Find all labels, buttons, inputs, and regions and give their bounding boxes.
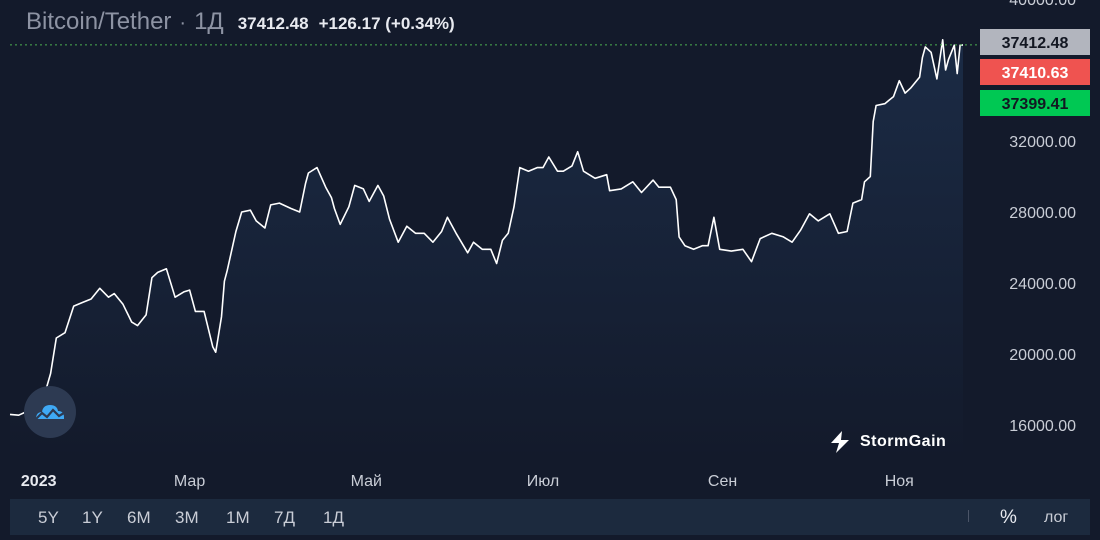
y-tick-label: 40000.00 (1009, 0, 1076, 9)
symbol-title[interactable]: Bitcoin/Tether (26, 8, 172, 35)
timeframe-label[interactable]: 1Д (194, 8, 224, 35)
price-tag-box (980, 90, 1090, 116)
bottom-toolbar: 5Y 1Y 6M 3M 1M 7Д 1Д % лог (10, 499, 1090, 535)
brand-name: StormGain (860, 433, 947, 450)
price-tag-label: 37399.41 (1002, 96, 1069, 113)
chart-header: Bitcoin/Tether · 1Д 37412.48 +126.17 (+0… (26, 8, 455, 38)
toolbar-divider (968, 510, 969, 522)
x-tick-label: 2023 (21, 473, 57, 490)
price-series-line (9, 39, 964, 416)
price-change: +126.17 (+0.34%) (318, 14, 455, 33)
price-tag-label: 37410.63 (1002, 65, 1069, 82)
cloud-wave-logo-icon[interactable] (24, 386, 76, 438)
last-price: 37412.48 (237, 14, 309, 33)
percent-scale-toggle[interactable]: % (1000, 507, 1017, 528)
title-separator: · (179, 12, 187, 34)
timeframe-7d-button[interactable]: 7Д (274, 508, 295, 527)
y-tick-label: 28000.00 (1009, 205, 1076, 222)
timeframe-1m-button[interactable]: 1M (226, 508, 250, 527)
x-tick-label: Июл (527, 473, 559, 490)
timeframe-1d-button[interactable]: 1Д (323, 508, 344, 527)
y-tick-label: 24000.00 (1009, 276, 1076, 293)
price-tag: 37412.48 (980, 29, 1090, 55)
stormgain-logo-icon (831, 431, 849, 453)
x-tick-label: Ноя (885, 473, 914, 490)
y-tick-label: 16000.00 (1009, 418, 1076, 435)
price-tag-box (980, 29, 1090, 55)
timeframe-5y-button[interactable]: 5Y (38, 508, 59, 527)
timeframe-1y-button[interactable]: 1Y (82, 508, 103, 527)
price-tag: 37410.63 (980, 59, 1090, 85)
timeframe-3m-button[interactable]: 3M (175, 508, 199, 527)
log-scale-toggle[interactable]: лог (1044, 509, 1069, 526)
brand-watermark: StormGain (828, 430, 946, 454)
price-tag: 37399.41 (980, 90, 1090, 116)
y-tick-label: 32000.00 (1009, 134, 1076, 151)
x-tick-label: Сен (708, 473, 737, 490)
price-tag-label: 37412.48 (1002, 35, 1069, 52)
x-tick-label: Мар (174, 473, 205, 490)
price-area-fill (10, 39, 963, 459)
y-tick-label: 20000.00 (1009, 347, 1076, 364)
x-tick-label: Май (351, 473, 382, 490)
price-tag-box (980, 59, 1090, 85)
timeframe-6m-button[interactable]: 6M (127, 508, 151, 527)
